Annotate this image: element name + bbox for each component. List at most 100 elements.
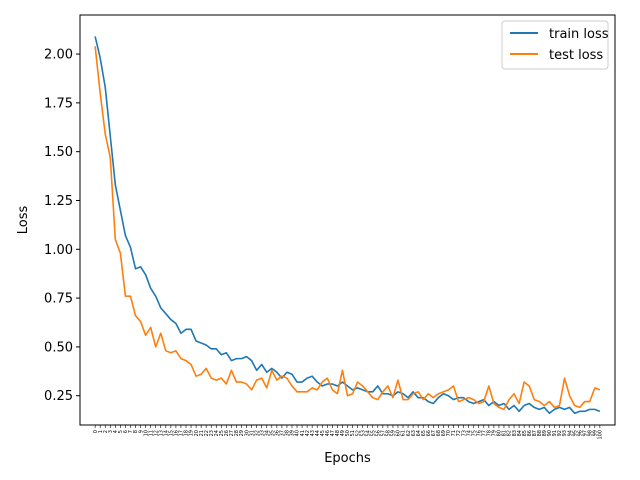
x-tick-label: 18 bbox=[184, 430, 190, 436]
x-tick-label: 68 bbox=[436, 430, 442, 436]
x-tick-label: 13 bbox=[158, 430, 164, 436]
x-tick-label: 24 bbox=[214, 430, 220, 436]
x-tick-label: 10 bbox=[143, 430, 149, 436]
legend-label-test-loss: test loss bbox=[549, 48, 603, 63]
x-tick-label: 38 bbox=[285, 430, 291, 436]
y-axis-label: Loss bbox=[16, 206, 31, 235]
legend-label-train-loss: train loss bbox=[549, 27, 609, 42]
x-tick-label: 34 bbox=[264, 430, 270, 436]
x-tick-label: 81 bbox=[502, 430, 508, 436]
legend: train loss test loss bbox=[501, 20, 609, 70]
x-tick-label: 17 bbox=[179, 430, 185, 436]
x-tick-label: 2 bbox=[103, 430, 109, 433]
x-tick-label: 52 bbox=[355, 430, 361, 436]
x-tick-label: 95 bbox=[572, 430, 578, 436]
y-tick-label: 0.50 bbox=[44, 340, 73, 355]
x-tick-label: 1 bbox=[98, 430, 104, 433]
x-tick-label: 23 bbox=[209, 430, 215, 436]
x-tick-label: 53 bbox=[360, 430, 366, 436]
x-tick-label: 76 bbox=[476, 430, 482, 436]
x-tick-label: 54 bbox=[365, 430, 371, 436]
x-tick-label: 80 bbox=[497, 430, 503, 436]
x-tick-label: 51 bbox=[350, 430, 356, 436]
x-tick-label: 15 bbox=[169, 430, 175, 436]
x-tick-label: 94 bbox=[567, 430, 573, 436]
x-tick-label: 37 bbox=[280, 430, 286, 436]
x-tick-label: 8 bbox=[133, 430, 139, 433]
x-tick-label: 16 bbox=[174, 430, 180, 436]
x-tick-label: 7 bbox=[128, 430, 134, 433]
x-tick-label: 85 bbox=[522, 430, 528, 436]
x-tick-label: 19 bbox=[189, 430, 195, 436]
x-tick-label: 48 bbox=[335, 430, 341, 436]
x-tick-label: 59 bbox=[391, 430, 397, 436]
x-tick-label: 33 bbox=[259, 430, 265, 436]
x-tick-label: 5 bbox=[118, 430, 124, 433]
x-tick-label: 4 bbox=[113, 430, 119, 433]
x-tick-label: 90 bbox=[547, 430, 553, 436]
x-tick-label: 50 bbox=[345, 430, 351, 436]
x-tick-label: 63 bbox=[411, 430, 417, 436]
x-tick-label: 98 bbox=[587, 430, 593, 436]
x-tick-label: 0 bbox=[93, 430, 99, 433]
x-tick-label: 72 bbox=[456, 430, 462, 436]
x-tick-label: 66 bbox=[426, 430, 432, 436]
x-tick-label: 45 bbox=[320, 430, 326, 436]
x-tick-label: 35 bbox=[269, 430, 275, 436]
x-tick-label: 32 bbox=[254, 430, 260, 436]
series-line-test-loss bbox=[94, 46, 601, 411]
x-tick-label: 31 bbox=[249, 430, 255, 436]
y-tick-label: 1.00 bbox=[44, 243, 73, 258]
x-tick-label: 79 bbox=[492, 430, 498, 436]
x-tick-label: 74 bbox=[466, 430, 472, 436]
x-tick-label: 65 bbox=[421, 430, 427, 436]
x-tick-label: 55 bbox=[370, 430, 376, 436]
x-tick-label: 89 bbox=[542, 430, 548, 436]
x-axis-label: Epochs bbox=[324, 451, 371, 466]
x-tick-label: 46 bbox=[325, 430, 331, 436]
x-tick-label: 100 bbox=[598, 430, 604, 440]
x-tick-label: 87 bbox=[532, 430, 538, 436]
x-tick-label: 83 bbox=[512, 430, 518, 436]
x-tick-label: 40 bbox=[295, 430, 301, 436]
x-tick-label: 77 bbox=[481, 430, 487, 436]
x-tick-label: 78 bbox=[487, 430, 493, 436]
x-tick-label: 9 bbox=[138, 430, 144, 433]
y-tick-label: 2.00 bbox=[44, 48, 73, 63]
x-tick-label: 67 bbox=[431, 430, 437, 436]
x-tick-label: 86 bbox=[527, 430, 533, 436]
x-tick-label: 20 bbox=[194, 430, 200, 436]
plot-area bbox=[94, 36, 601, 415]
x-tick-label: 88 bbox=[537, 430, 543, 436]
x-tick-label: 47 bbox=[330, 430, 336, 436]
x-tick-label: 96 bbox=[577, 430, 583, 436]
x-tick-label: 91 bbox=[552, 430, 558, 436]
x-axis-ticks: 0 1 2 3 4 5 6 7 8 9 10 11 12 13 14 15 16 17 18 19 20 21 22 23 24… bbox=[93, 425, 604, 440]
y-tick-label: 0.75 bbox=[44, 292, 73, 307]
x-tick-label: 84 bbox=[517, 430, 523, 436]
series-line-train-loss bbox=[94, 36, 601, 415]
y-axis-ticks: 0.25 0.50 0.75 1.00 1.25 1.50 1.75 2.00 bbox=[44, 48, 80, 404]
x-tick-label: 36 bbox=[275, 430, 281, 436]
y-tick-label: 1.50 bbox=[44, 145, 73, 160]
x-tick-label: 58 bbox=[386, 430, 392, 436]
x-tick-label: 57 bbox=[381, 430, 387, 436]
x-tick-label: 42 bbox=[305, 430, 311, 436]
x-tick-label: 64 bbox=[416, 430, 422, 436]
x-tick-label: 75 bbox=[471, 430, 477, 436]
x-tick-label: 73 bbox=[461, 430, 467, 436]
x-tick-label: 39 bbox=[290, 430, 296, 436]
x-tick-label: 82 bbox=[507, 430, 513, 436]
x-tick-label: 41 bbox=[300, 430, 306, 436]
x-tick-label: 22 bbox=[204, 430, 210, 436]
x-tick-label: 27 bbox=[229, 430, 235, 436]
x-tick-label: 28 bbox=[234, 430, 240, 436]
x-tick-label: 44 bbox=[315, 430, 321, 436]
x-tick-label: 3 bbox=[108, 430, 114, 433]
x-tick-label: 43 bbox=[310, 430, 316, 436]
x-tick-label: 14 bbox=[164, 430, 170, 436]
x-tick-label: 29 bbox=[239, 430, 245, 436]
x-tick-label: 21 bbox=[199, 430, 205, 436]
x-tick-label: 93 bbox=[562, 430, 568, 436]
y-tick-label: 1.75 bbox=[44, 96, 73, 111]
